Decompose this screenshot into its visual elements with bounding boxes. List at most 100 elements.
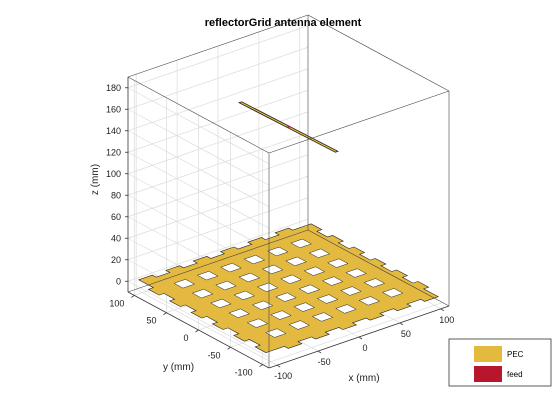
- x-axis-label: x (mm): [348, 373, 379, 384]
- grid-line: [127, 46, 309, 110]
- y-tick-label: 50: [146, 316, 156, 326]
- box-edge: [127, 229, 309, 293]
- y-axis-label: y (mm): [163, 362, 194, 373]
- reflector-hole: [303, 266, 326, 276]
- z-tick-label: 180: [106, 83, 121, 93]
- reflector-hole: [270, 310, 292, 320]
- z-axis-label: z (mm): [90, 164, 101, 195]
- x-tick-mark: [358, 336, 363, 340]
- x-tick-label: 50: [401, 329, 411, 339]
- x-tick-label: 100: [439, 315, 454, 325]
- reflector-hole: [220, 262, 242, 273]
- reflector-hole: [280, 274, 302, 284]
- grid-line: [127, 89, 309, 153]
- reflector-outline: [137, 223, 440, 354]
- y-tick-label: -50: [208, 350, 221, 360]
- z-tick-label: 40: [111, 233, 121, 243]
- x-tick-label: -100: [274, 371, 292, 381]
- y-tick-mark: [131, 295, 135, 298]
- reflector-hole: [243, 254, 266, 265]
- grid-line: [127, 218, 309, 282]
- grid-line: [127, 151, 270, 229]
- z-tick-label: 100: [106, 169, 121, 179]
- legend-label-feed: feed: [507, 370, 523, 379]
- box-edge: [307, 229, 450, 307]
- grid-line: [127, 25, 309, 89]
- reflector-hole: [340, 286, 362, 296]
- z-tick-label: 80: [111, 190, 121, 200]
- box-edge: [127, 14, 309, 78]
- feed-point: [286, 125, 291, 129]
- box-edge: [127, 76, 270, 154]
- x-tick-mark: [317, 350, 322, 354]
- legend: PEC feed: [448, 338, 552, 387]
- grid-line: [127, 130, 270, 208]
- legend-label-pec: PEC: [507, 350, 524, 359]
- y-tick-mark: [163, 312, 167, 316]
- reflector-hole: [308, 248, 331, 258]
- reflector-hole: [285, 256, 307, 267]
- reflector-plate: [137, 223, 440, 354]
- y-tick-label: 100: [109, 298, 124, 308]
- x-tick-mark: [440, 308, 445, 312]
- reflector-hole: [316, 294, 339, 304]
- reflector-hole: [210, 298, 232, 309]
- z-tick-label: 0: [116, 276, 121, 286]
- reflector-hole: [311, 312, 334, 322]
- reflector-hole: [345, 268, 367, 278]
- reflector-hole: [363, 278, 386, 288]
- reflector-hole: [381, 288, 404, 298]
- grid-line: [127, 154, 309, 218]
- reflector-hole: [321, 276, 344, 286]
- y-tick-mark: [259, 364, 263, 367]
- reflector-hole: [266, 246, 289, 257]
- z-tick-label: 20: [111, 255, 121, 265]
- legend-swatch-feed: [474, 366, 502, 382]
- reflector-hole: [264, 328, 287, 338]
- grid-line: [127, 87, 270, 165]
- reflector-hole: [326, 258, 349, 268]
- grid-line: [127, 108, 270, 186]
- y-tick-label: -100: [235, 368, 253, 378]
- reflector-hole: [290, 238, 313, 249]
- grid-line: [127, 175, 309, 239]
- grid-line: [127, 68, 309, 132]
- z-tick-label: 140: [106, 126, 121, 136]
- reflector-hole: [215, 280, 237, 291]
- x-tick-label: -50: [318, 357, 331, 367]
- reflector-hole: [191, 288, 214, 299]
- z-tick-label: 60: [111, 212, 121, 222]
- reflector-hole: [246, 318, 269, 328]
- reflector-hole: [275, 292, 297, 302]
- dipole-element: [238, 101, 339, 153]
- y-tick-mark: [195, 329, 199, 333]
- legend-swatch-pec: [474, 346, 502, 362]
- box-edge: [307, 14, 450, 92]
- box-edge: [268, 90, 450, 154]
- x-tick-label: 0: [362, 343, 367, 353]
- grid-line: [127, 173, 270, 251]
- y-tick-label: 0: [183, 333, 188, 343]
- reflector-hole: [261, 264, 284, 275]
- reflector-hole: [173, 279, 196, 289]
- reflector-hole: [196, 271, 219, 281]
- reflector-hole: [358, 296, 381, 306]
- x-tick-mark: [276, 364, 281, 368]
- reflector-hole: [298, 284, 321, 294]
- reflector-hole: [238, 272, 261, 283]
- grid-line: [262, 302, 443, 365]
- reflector-hole: [233, 290, 256, 301]
- y-tick-mark: [227, 346, 231, 350]
- reflector-hole: [335, 304, 357, 314]
- chart-title: reflectorGrid antenna element: [205, 17, 362, 29]
- x-tick-mark: [399, 322, 404, 326]
- reflector-hole: [288, 320, 311, 330]
- grid-line: [127, 197, 309, 261]
- reflector-hole: [228, 308, 251, 318]
- grid-line: [127, 132, 309, 196]
- tick-labels: 0 20 40 60 80 100 120 140 160 180 -100 -50 0 50 100 -10…: [106, 83, 454, 381]
- z-tick-label: 160: [106, 104, 121, 114]
- reflector-hole: [293, 302, 316, 312]
- grid-line: [127, 280, 270, 358]
